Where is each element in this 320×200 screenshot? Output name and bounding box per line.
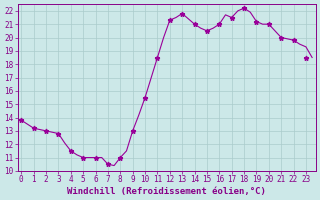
X-axis label: Windchill (Refroidissement éolien,°C): Windchill (Refroidissement éolien,°C) [67, 187, 266, 196]
